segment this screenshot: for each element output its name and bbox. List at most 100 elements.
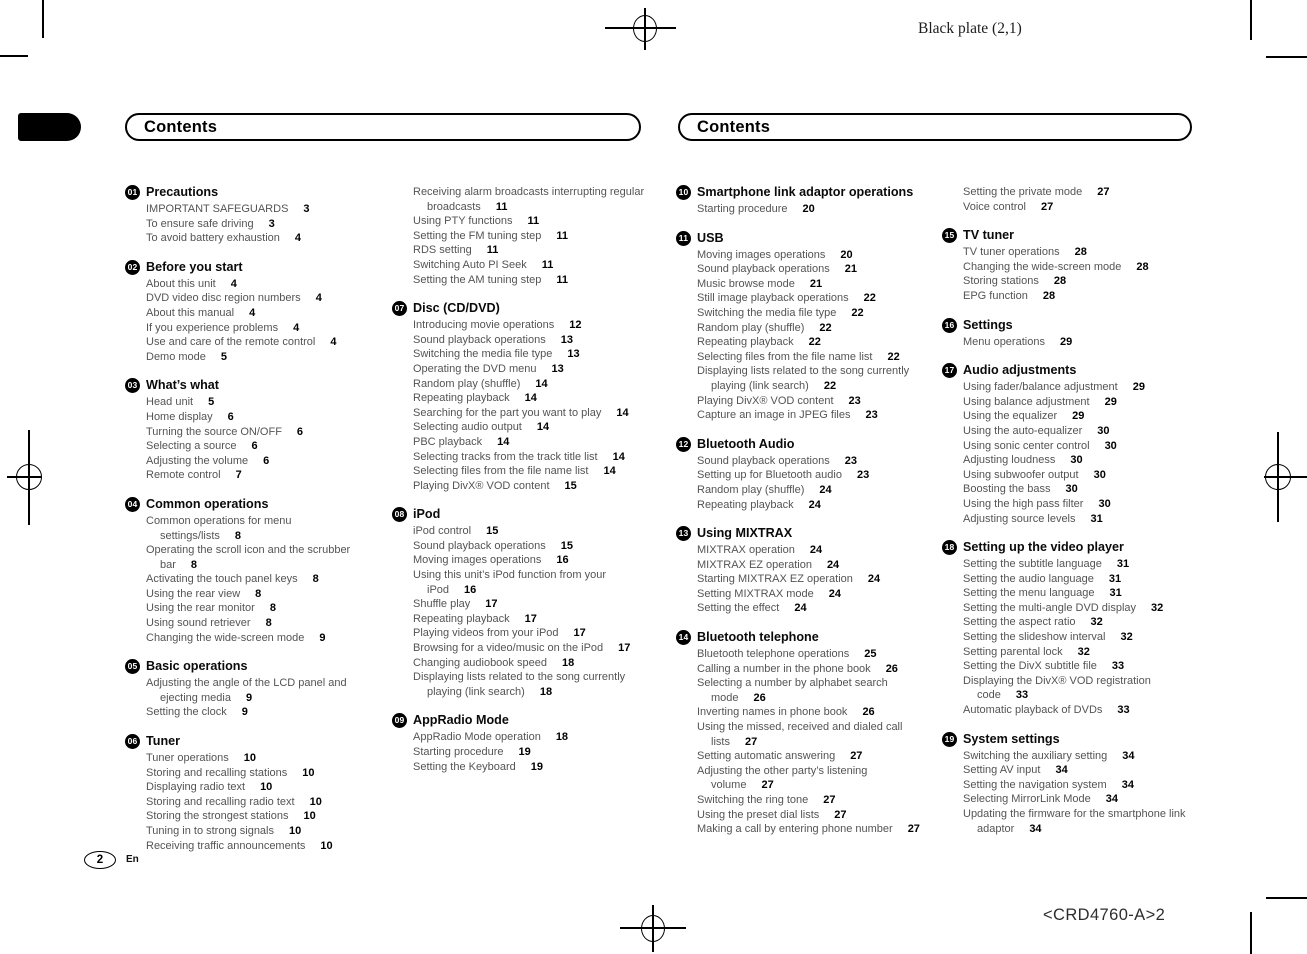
toc-entry: Starting procedure 20 (697, 202, 928, 217)
toc-entry: Repeating playback 14 (413, 391, 648, 406)
entry-label: Repeating playback (413, 392, 510, 405)
toc-entry: Changing audiobook speed 18 (413, 656, 648, 671)
entry-page-number: 27 (823, 794, 836, 806)
entry-label: Selecting audio output (413, 421, 522, 434)
toc-entry: Home display 6 (146, 410, 371, 425)
entry-page-number: 29 (1059, 335, 1073, 348)
section-title: Bluetooth telephone (697, 630, 819, 645)
entry-label: Starting procedure (697, 203, 788, 215)
toc-entry-list: Moving images operations 20 Sound playback… (676, 248, 928, 423)
toc-entry: Using fader/balance adjustment 29 (963, 380, 1190, 395)
entry-label: Switching the media file type (697, 306, 837, 319)
toc-section: 01 Precautions IMPORTANT SAFEGUARDS 3 To ens… (125, 185, 371, 246)
toc-entry: Random play (shuffle) 24 (697, 483, 928, 498)
entry-page-number: 11 (486, 244, 499, 257)
entry-label: Adjusting loudness (963, 454, 1056, 467)
entry-page-number: 8 (255, 587, 262, 600)
entry-page-number: 27 (744, 735, 758, 748)
toc-entry: Moving images operations 16 (413, 553, 648, 568)
entry-label: Remote control (146, 469, 221, 482)
entry-page-number: 18 (561, 656, 575, 669)
entry-label: Setting the subtitle language (963, 558, 1102, 571)
entry-page-number: 27 (761, 779, 774, 792)
entry-page-number: 8 (312, 573, 319, 586)
entry-label: Updating the firmware for the smartphone… (963, 808, 1186, 835)
section-number-badge: 13 (676, 526, 691, 542)
toc-entry: Playing DivX® VOD content 23 (697, 394, 928, 409)
toc-entry: Setting the Keyboard 19 (413, 760, 648, 775)
toc-section-header: 06 Tuner (125, 734, 371, 750)
toc-section-header: 12 Bluetooth Audio (676, 436, 928, 452)
section-title: Precautions (146, 185, 219, 199)
entry-page-number: 27 (907, 823, 920, 836)
toc-entry: MIXTRAX EZ operation 24 (697, 558, 928, 573)
entry-page-number: 31 (1116, 558, 1130, 571)
entry-label: Moving images operations (697, 248, 826, 261)
entry-label: Home display (146, 410, 213, 423)
toc-section: 07 Disc (CD/DVD) Introducing movie operati… (392, 301, 648, 493)
toc-entry: TV tuner operations 28 (963, 245, 1190, 260)
entry-page-number: 11 (541, 258, 554, 271)
section-number-badge: 15 (942, 228, 957, 244)
toc-entry: Random play (shuffle) 22 (697, 321, 928, 336)
entry-label: IMPORTANT SAFEGUARDS (146, 203, 289, 215)
toc-entry: Adjusting the volume 6 (146, 454, 371, 469)
entry-page-number: 10 (302, 766, 315, 779)
toc-entry: Setting the aspect ratio 32 (963, 615, 1190, 630)
entry-page-number: 3 (268, 217, 275, 230)
toc-entry-list: Receiving alarm broadcasts interrupting … (392, 185, 648, 287)
entry-label: Displaying radio text (146, 781, 246, 794)
entry-label: Turning the source ON/OFF (146, 425, 282, 438)
entry-page-number: 14 (616, 406, 629, 419)
toc-section: 14 Bluetooth telephone Bluetooth telephone… (676, 630, 928, 837)
entry-label: Using fader/balance adjustment (963, 381, 1118, 394)
entry-label: Using the rear view (146, 587, 241, 600)
entry-page-number: 9 (241, 706, 248, 719)
toc-entry: iPod control 15 (413, 524, 648, 539)
toc-entry: Sound playback operations 23 (697, 454, 928, 469)
entry-label: Setting the clock (146, 706, 227, 719)
toc-entry: Setting the DivX subtitle file 33 (963, 659, 1190, 674)
entry-label: Receiving alarm broadcasts interrupting … (413, 186, 645, 213)
toc-section-header: 17 Audio adjustments (942, 363, 1190, 379)
toc-section-header: 10 Smartphone link adaptor operations (676, 185, 928, 200)
toc-entry: Setting the effect 24 (697, 601, 928, 616)
entry-label: MIXTRAX operation (697, 544, 795, 557)
toc-entry: Setting automatic answering 27 (697, 749, 928, 764)
toc-entry: Starting procedure 19 (413, 745, 648, 760)
toc-entry: Selecting MirrorLink Mode 34 (963, 792, 1190, 807)
toc-entry: Using the rear view 8 (146, 587, 371, 602)
toc-entry: Setting the AM tuning step 11 (413, 273, 648, 288)
entry-label: DVD video disc region numbers (146, 292, 301, 305)
entry-page-number: 6 (263, 454, 270, 467)
toc-section: 06 Tuner Tuner operations 10 Storing and rec… (125, 734, 371, 853)
toc-entry-list: Menu operations 29 (942, 335, 1190, 350)
entry-page-number: 4 (249, 306, 256, 319)
entry-page-number: 9 (245, 691, 253, 704)
entry-label: Sound playback operations (413, 333, 546, 346)
toc-section-header: 19 System settings (942, 731, 1190, 747)
section-number-badge: 04 (125, 496, 140, 512)
entry-label: Sound playback operations (697, 263, 830, 276)
crop-mark-bottom-right-vertical (1250, 912, 1252, 954)
toc-entry: Setting the multi-angle DVD display 32 (963, 601, 1190, 616)
entry-page-number: 27 (1097, 186, 1110, 198)
entry-page-number: 34 (1105, 793, 1119, 806)
entry-page-number: 16 (464, 583, 477, 596)
entry-label: EPG function (963, 289, 1028, 302)
entry-page-number: 15 (564, 479, 577, 492)
toc-entry: Setting MIXTRAX mode 24 (697, 587, 928, 602)
entry-label: Shuffle play (413, 598, 471, 611)
section-title: Smartphone link adaptor operations (697, 185, 914, 199)
toc-entry-list: Setting the private mode 27 Voice control 2… (942, 185, 1190, 214)
toc-entry: Changing the wide-screen mode 28 (963, 260, 1190, 275)
toc-entry: Adjusting source levels 31 (963, 512, 1190, 527)
toc-section-header: 01 Precautions (125, 185, 371, 200)
section-title: Tuner (146, 734, 181, 749)
toc-entry: Remote control 7 (146, 468, 371, 483)
entry-page-number: 21 (844, 263, 857, 276)
section-number-badge: 01 (125, 185, 140, 200)
entry-page-number: 25 (864, 648, 877, 661)
toc-column-3: 10 Smartphone link adaptor operations Star… (676, 185, 928, 851)
entry-label: Using the preset dial lists (697, 808, 820, 821)
